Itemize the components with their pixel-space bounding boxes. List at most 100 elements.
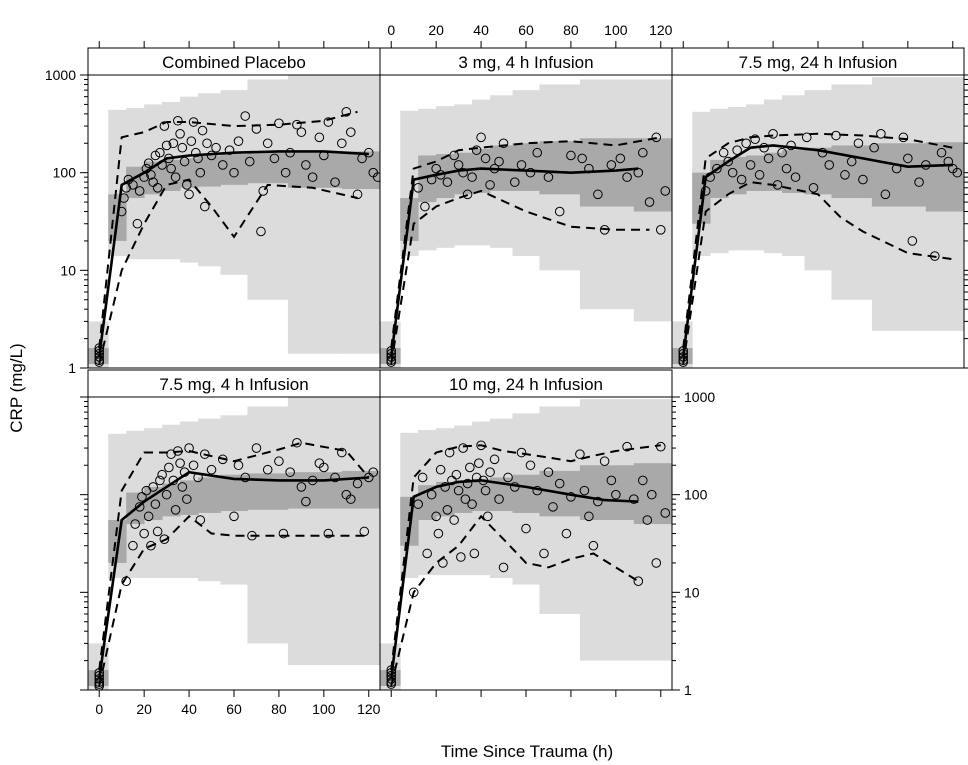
observation-point xyxy=(503,472,513,483)
observation-point xyxy=(952,167,963,178)
x-tick-label: 120 xyxy=(357,701,381,717)
observation-point xyxy=(745,160,756,170)
observation-point xyxy=(642,515,653,525)
observation-point xyxy=(148,482,158,492)
observation-point xyxy=(152,182,163,193)
observation-point xyxy=(121,576,131,587)
observation-point xyxy=(548,502,558,512)
observation-point xyxy=(678,346,689,356)
observation-point xyxy=(280,167,291,178)
observation-point xyxy=(152,526,163,537)
observation-point xyxy=(898,132,909,143)
observation-point xyxy=(442,177,453,187)
observation-point xyxy=(831,130,841,141)
outer-pi-band xyxy=(287,397,343,666)
median-pi-band xyxy=(490,145,513,191)
median-pi-band xyxy=(436,154,455,199)
x-tick-label: 120 xyxy=(649,22,673,38)
observation-point xyxy=(471,472,482,483)
observation-point xyxy=(462,189,473,200)
median-pi-band xyxy=(512,474,540,513)
observation-point xyxy=(229,511,239,522)
observation-point xyxy=(413,182,423,193)
observation-point xyxy=(175,458,185,468)
observation-point xyxy=(943,156,954,167)
observation-point xyxy=(876,129,886,139)
observation-point xyxy=(191,147,201,158)
observation-point xyxy=(323,117,334,127)
observation-point xyxy=(166,449,176,459)
observation-point xyxy=(323,528,334,539)
observation-point xyxy=(914,177,924,187)
observation-point xyxy=(386,357,397,367)
median-pi-band xyxy=(436,481,455,517)
observation-point xyxy=(660,186,671,196)
outer-pi-band xyxy=(633,399,672,661)
x-tick-label: 80 xyxy=(271,701,287,717)
observation-point xyxy=(130,519,140,529)
observation-point xyxy=(426,174,437,185)
observation-point xyxy=(451,469,462,480)
observation-point xyxy=(483,511,493,522)
observation-point xyxy=(244,156,255,167)
observation-point xyxy=(426,489,437,500)
panel-1: Combined Placebo xyxy=(87,47,381,369)
observation-point xyxy=(930,251,940,261)
observation-point xyxy=(869,142,879,153)
observation-point xyxy=(217,454,228,465)
observation-point xyxy=(285,147,295,158)
x-axis: 0 20 40 60 80 100 120 xyxy=(387,22,673,48)
observation-point xyxy=(301,160,311,170)
observation-point xyxy=(903,153,913,164)
observation-point xyxy=(159,534,170,544)
observation-point xyxy=(554,478,565,489)
panel-title: 7.5 mg, 4 h Infusion xyxy=(159,375,308,394)
median-pi-band xyxy=(220,154,248,185)
observation-point xyxy=(94,343,105,353)
observation-point xyxy=(301,496,311,507)
observation-point xyxy=(240,472,251,483)
outer-pi-band xyxy=(341,397,380,666)
observation-point xyxy=(566,492,576,502)
observation-point xyxy=(431,163,441,174)
observation-point xyxy=(521,523,531,534)
observation-point xyxy=(173,446,183,456)
observation-point xyxy=(456,552,466,562)
observation-point xyxy=(256,226,266,237)
observation-point xyxy=(193,153,203,164)
median-pi-band xyxy=(180,480,199,515)
observation-point xyxy=(386,346,397,356)
observation-point xyxy=(777,147,787,158)
observation-point xyxy=(593,496,603,507)
median-pi-band xyxy=(579,465,635,521)
observed-p05-line xyxy=(98,514,369,687)
observation-point xyxy=(319,462,329,473)
y-tick-label: 1000 xyxy=(45,67,76,83)
y-tick-label: 1 xyxy=(684,682,692,698)
observation-point xyxy=(599,456,610,467)
observation-point xyxy=(846,156,857,167)
observation-point xyxy=(128,540,138,551)
observed-median-line xyxy=(681,144,953,358)
observation-point xyxy=(644,197,655,207)
observation-point xyxy=(233,136,244,146)
observation-point xyxy=(759,142,769,153)
y-axis xyxy=(80,396,88,691)
x-tick-label: 100 xyxy=(312,701,336,717)
observation-point xyxy=(159,121,170,131)
observation-point xyxy=(817,147,828,158)
observation-point xyxy=(285,467,295,477)
observation-point xyxy=(577,153,587,164)
observed-median-line xyxy=(389,167,639,358)
panel-title: Combined Placebo xyxy=(162,53,306,72)
panel-title: 7.5 mg, 24 h Infusion xyxy=(739,53,898,72)
observation-point xyxy=(532,485,543,496)
observation-point xyxy=(197,125,208,136)
observation-point xyxy=(422,548,432,559)
observation-point xyxy=(247,530,257,541)
observation-point xyxy=(781,163,792,174)
observation-point xyxy=(478,475,489,486)
observation-point xyxy=(337,447,347,458)
observation-point xyxy=(584,511,594,522)
observation-point xyxy=(128,180,138,190)
